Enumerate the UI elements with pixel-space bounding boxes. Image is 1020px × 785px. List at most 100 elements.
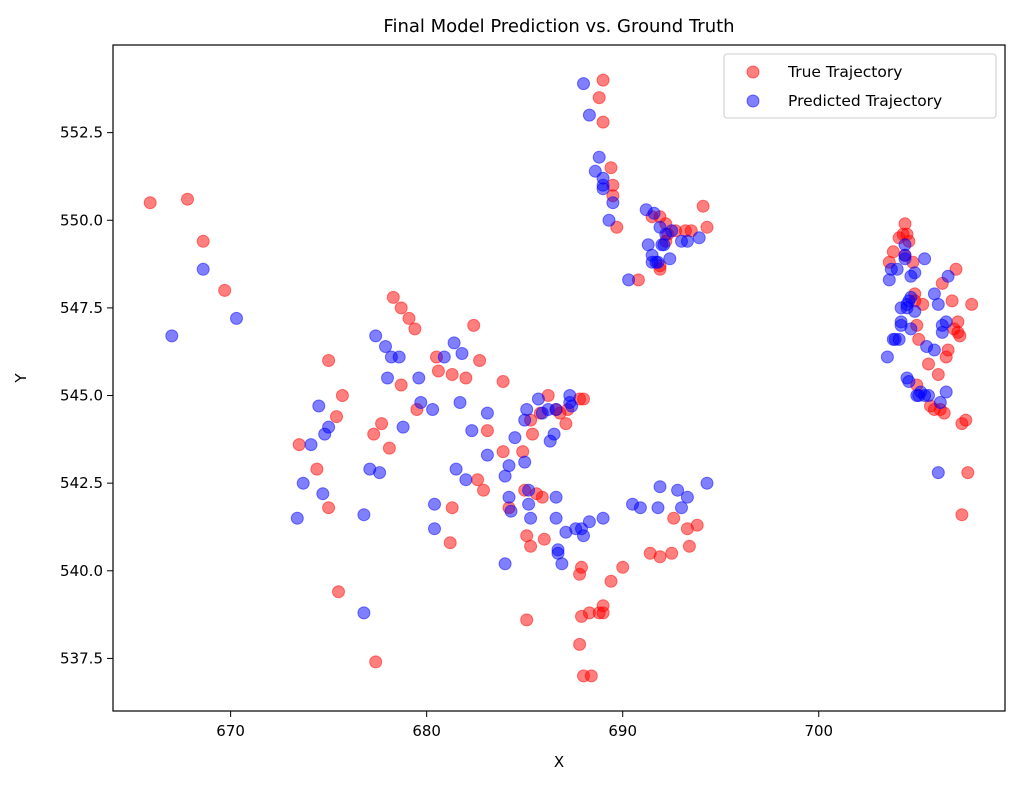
true-point [953, 329, 967, 343]
true-point [951, 315, 965, 329]
true-point [375, 417, 389, 431]
predicted-point [290, 511, 304, 525]
predicted-point [582, 108, 596, 122]
true-point [653, 550, 667, 564]
legend-label-predicted: Predicted Trajectory [788, 92, 942, 110]
true-point [526, 427, 539, 441]
predicted-point [357, 508, 371, 522]
predicted-point [880, 350, 894, 364]
x-tick-label: 680 [412, 722, 441, 740]
true-point [445, 368, 459, 381]
predicted-point [379, 340, 392, 353]
true-point [516, 445, 530, 459]
x-tick-label: 690 [608, 722, 637, 740]
predicted-point [428, 497, 441, 511]
predicted-point [582, 515, 596, 529]
predicted-point [700, 476, 714, 490]
predicted-point [522, 483, 536, 497]
y-axis: 537.5 540.0 542.5 545.0 547.5 550.0 552.5 [60, 124, 113, 667]
true-point [696, 199, 710, 213]
predicted-point [504, 504, 518, 518]
predicted-point [602, 213, 616, 227]
true-point [961, 466, 975, 480]
predicted-point [680, 490, 694, 504]
predicted-point [680, 234, 694, 248]
plot-frame [112, 44, 1006, 712]
series-true-trajectory [143, 73, 979, 683]
true-point [690, 518, 704, 532]
true-point [886, 245, 900, 259]
true-point [955, 508, 969, 522]
predicted-point [498, 557, 512, 571]
predicted-point [480, 406, 494, 420]
predicted-point [524, 511, 538, 525]
predicted-point [547, 427, 561, 441]
true-point [584, 669, 598, 683]
true-point [431, 364, 445, 378]
predicted-point [665, 224, 679, 238]
true-point [408, 322, 422, 336]
predicted-point [653, 480, 667, 494]
legend: True Trajectory Predicted Trajectory [723, 53, 997, 119]
y-tick-label: 550.0 [60, 211, 103, 229]
y-tick-label: 545.0 [60, 387, 103, 405]
predicted-point [651, 501, 665, 515]
true-point [898, 217, 912, 231]
true-point [292, 438, 306, 452]
true-point [473, 354, 487, 367]
true-point [573, 637, 587, 651]
true-point [596, 115, 610, 129]
true-point [535, 490, 549, 504]
predicted-point [555, 557, 569, 571]
predicted-point [373, 466, 387, 480]
predicted-point [304, 438, 318, 452]
legend-label-true: True Trajectory [787, 63, 902, 81]
true-point [604, 574, 618, 588]
true-point [467, 318, 481, 332]
predicted-point [518, 413, 532, 427]
predicted-point [426, 403, 440, 416]
true-point [332, 585, 345, 599]
predicted-point [357, 606, 371, 620]
true-point [181, 192, 194, 206]
predicted-point [904, 290, 918, 304]
true-point [520, 613, 534, 627]
predicted-point [522, 497, 536, 511]
predicted-point [414, 396, 428, 409]
true-point [577, 392, 590, 406]
x-axis: 670 680 690 700 [216, 711, 833, 740]
predicted-point [520, 403, 534, 416]
predicted-point [633, 501, 647, 515]
true-point [945, 294, 959, 308]
predicted-point [902, 375, 916, 388]
true-point [443, 536, 457, 550]
true-point [402, 311, 416, 325]
predicted-point [549, 511, 563, 525]
true-point [382, 441, 396, 455]
predicted-point [675, 501, 688, 515]
predicted-point [882, 273, 896, 287]
predicted-point [508, 431, 522, 445]
predicted-point [296, 476, 310, 490]
predicted-point [596, 182, 610, 196]
y-tick-label: 537.5 [60, 649, 103, 667]
true-point [330, 410, 343, 424]
predicted-point [465, 424, 479, 438]
x-axis-label: X [554, 753, 564, 771]
true-point [367, 427, 381, 441]
true-point [310, 462, 324, 476]
true-point [477, 483, 490, 497]
true-point [369, 655, 383, 669]
predicted-point [592, 150, 606, 164]
predicted-point [663, 252, 677, 266]
y-tick-label: 542.5 [60, 474, 103, 492]
true-point [596, 73, 610, 87]
predicted-point [931, 466, 945, 480]
predicted-point [941, 269, 955, 283]
true-point [335, 389, 349, 402]
predicted-point [651, 255, 665, 269]
predicted-point [196, 262, 210, 276]
predicted-point [369, 329, 383, 343]
predicted-point [322, 420, 336, 434]
